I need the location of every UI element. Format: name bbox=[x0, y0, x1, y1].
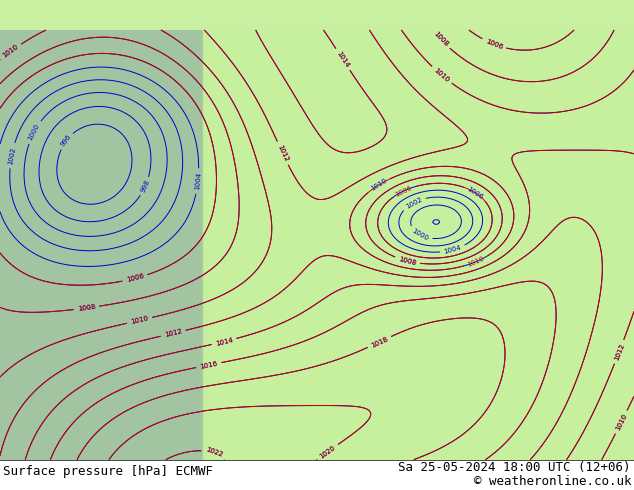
Text: 1010: 1010 bbox=[467, 255, 486, 268]
Text: 1016: 1016 bbox=[199, 360, 218, 369]
Text: 1008: 1008 bbox=[398, 256, 417, 266]
Text: 1010: 1010 bbox=[433, 67, 450, 83]
Text: Surface pressure [hPa] ECMWF: Surface pressure [hPa] ECMWF bbox=[3, 465, 213, 478]
Text: 1014: 1014 bbox=[335, 50, 350, 69]
Text: 996: 996 bbox=[60, 134, 73, 148]
Text: 1012: 1012 bbox=[164, 328, 183, 338]
Text: 1020: 1020 bbox=[318, 444, 337, 460]
Text: 1018: 1018 bbox=[370, 336, 389, 348]
Text: 1010: 1010 bbox=[614, 413, 628, 432]
Text: 1008: 1008 bbox=[432, 31, 449, 48]
Text: 1010: 1010 bbox=[130, 316, 149, 325]
Text: 1012: 1012 bbox=[613, 343, 625, 361]
Text: 1010: 1010 bbox=[614, 413, 628, 432]
Text: 1018: 1018 bbox=[370, 336, 389, 348]
Text: 1008: 1008 bbox=[432, 31, 449, 48]
Text: 998: 998 bbox=[139, 179, 151, 194]
Text: 1010: 1010 bbox=[370, 178, 388, 192]
Text: Sa 25-05-2024 18:00 UTC (12+06): Sa 25-05-2024 18:00 UTC (12+06) bbox=[399, 461, 631, 474]
Text: 1010: 1010 bbox=[130, 316, 149, 325]
Text: 1008: 1008 bbox=[77, 304, 96, 312]
Text: 1006: 1006 bbox=[394, 184, 413, 197]
Text: 1014: 1014 bbox=[215, 337, 233, 346]
Text: 1006: 1006 bbox=[466, 185, 484, 200]
Text: 1002: 1002 bbox=[404, 196, 423, 210]
Text: 1006: 1006 bbox=[484, 38, 503, 50]
Text: 1012: 1012 bbox=[164, 328, 183, 338]
Text: 1012: 1012 bbox=[276, 144, 289, 163]
Text: © weatheronline.co.uk: © weatheronline.co.uk bbox=[474, 475, 631, 488]
Text: 1008: 1008 bbox=[77, 304, 96, 312]
Text: 1002: 1002 bbox=[7, 146, 16, 165]
Text: 1014: 1014 bbox=[335, 50, 350, 69]
Text: 1012: 1012 bbox=[613, 343, 625, 361]
Text: 1010: 1010 bbox=[433, 67, 450, 83]
Text: 1006: 1006 bbox=[126, 273, 145, 283]
Text: 1008: 1008 bbox=[398, 256, 417, 266]
Text: 1014: 1014 bbox=[215, 337, 233, 346]
Text: 1010: 1010 bbox=[1, 44, 20, 59]
Text: 1006: 1006 bbox=[126, 273, 145, 283]
Text: 1012: 1012 bbox=[276, 144, 289, 163]
Text: 1000: 1000 bbox=[411, 228, 429, 242]
Text: 1022: 1022 bbox=[205, 447, 223, 459]
Text: 1010: 1010 bbox=[1, 44, 20, 59]
Text: 1020: 1020 bbox=[318, 444, 337, 460]
Text: 1004: 1004 bbox=[194, 172, 202, 190]
Bar bbox=[0, 460, 634, 490]
Text: 1022: 1022 bbox=[205, 447, 223, 459]
Text: 1000: 1000 bbox=[27, 122, 41, 142]
Text: 1004: 1004 bbox=[443, 245, 462, 255]
Text: 1006: 1006 bbox=[484, 38, 503, 50]
Text: 1016: 1016 bbox=[199, 360, 218, 369]
